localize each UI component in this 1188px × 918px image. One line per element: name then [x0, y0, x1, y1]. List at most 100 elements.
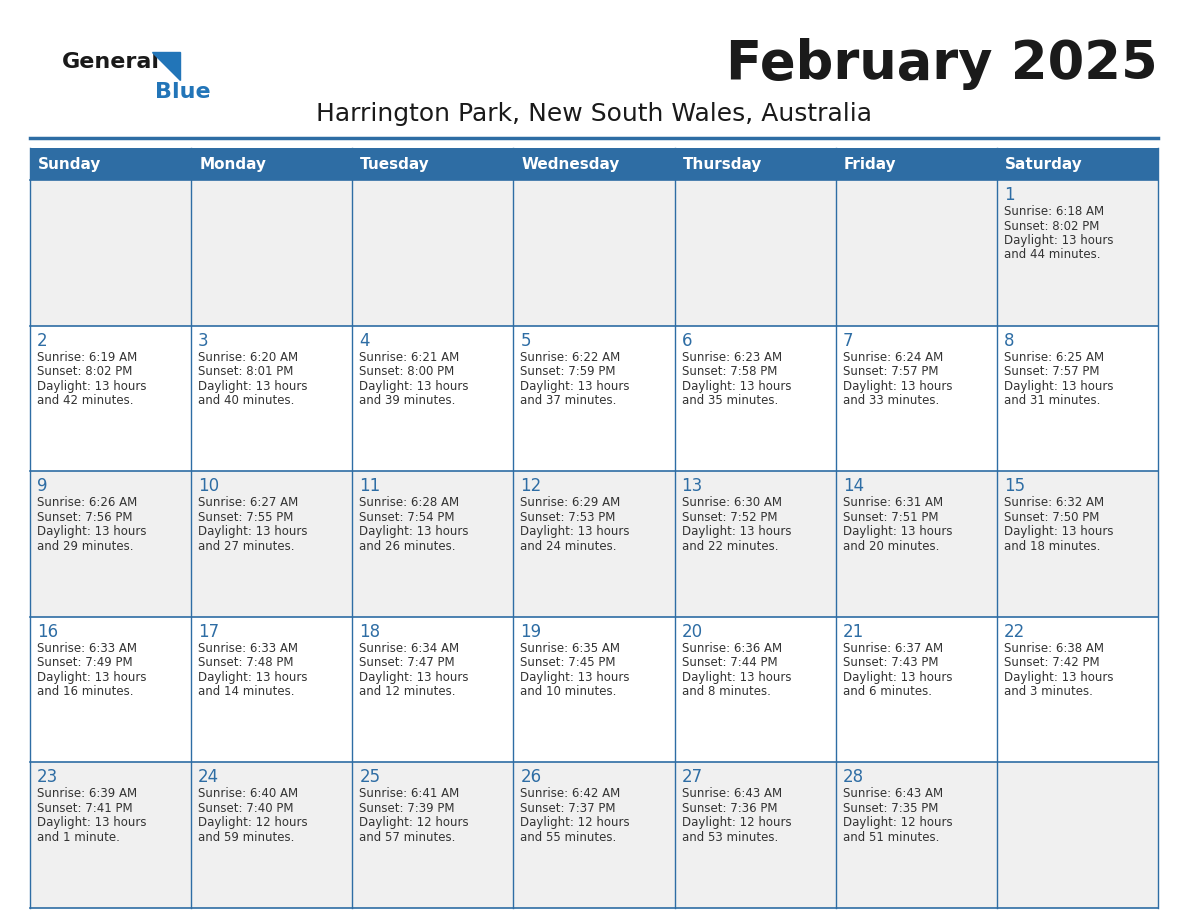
Text: Sunset: 7:53 PM: Sunset: 7:53 PM	[520, 510, 615, 523]
Text: Daylight: 12 hours: Daylight: 12 hours	[682, 816, 791, 829]
Text: Sunrise: 6:43 AM: Sunrise: 6:43 AM	[842, 788, 943, 800]
Text: Daylight: 12 hours: Daylight: 12 hours	[198, 816, 308, 829]
Text: Sunset: 7:47 PM: Sunset: 7:47 PM	[359, 656, 455, 669]
Bar	[30, 180, 1158, 326]
Text: Sunrise: 6:33 AM: Sunrise: 6:33 AM	[37, 642, 137, 655]
Text: Sunrise: 6:35 AM: Sunrise: 6:35 AM	[520, 642, 620, 655]
Text: Sunrise: 6:27 AM: Sunrise: 6:27 AM	[198, 497, 298, 509]
Bar	[30, 617, 1158, 763]
Text: Daylight: 12 hours: Daylight: 12 hours	[520, 816, 630, 829]
Text: Sunset: 7:44 PM: Sunset: 7:44 PM	[682, 656, 777, 669]
Text: Sunset: 7:37 PM: Sunset: 7:37 PM	[520, 802, 615, 815]
Text: 9: 9	[37, 477, 48, 495]
Text: Daylight: 13 hours: Daylight: 13 hours	[682, 525, 791, 538]
Text: Sunrise: 6:34 AM: Sunrise: 6:34 AM	[359, 642, 460, 655]
Bar	[30, 471, 1158, 617]
Text: Sunset: 7:57 PM: Sunset: 7:57 PM	[1004, 365, 1099, 378]
Text: and 57 minutes.: and 57 minutes.	[359, 831, 456, 844]
Text: Sunrise: 6:30 AM: Sunrise: 6:30 AM	[682, 497, 782, 509]
Text: 25: 25	[359, 768, 380, 787]
Text: Sunset: 8:01 PM: Sunset: 8:01 PM	[198, 365, 293, 378]
Text: Sunday: Sunday	[38, 156, 101, 172]
Text: Blue: Blue	[154, 82, 210, 102]
Text: Sunset: 8:02 PM: Sunset: 8:02 PM	[37, 365, 132, 378]
Text: Sunset: 7:45 PM: Sunset: 7:45 PM	[520, 656, 615, 669]
Text: Sunrise: 6:22 AM: Sunrise: 6:22 AM	[520, 351, 620, 364]
Text: Daylight: 13 hours: Daylight: 13 hours	[842, 525, 953, 538]
Text: and 6 minutes.: and 6 minutes.	[842, 686, 931, 699]
Text: Sunset: 7:49 PM: Sunset: 7:49 PM	[37, 656, 133, 669]
Text: Daylight: 13 hours: Daylight: 13 hours	[842, 380, 953, 393]
Text: 1: 1	[1004, 186, 1015, 204]
Text: Sunset: 7:56 PM: Sunset: 7:56 PM	[37, 510, 133, 523]
Text: Sunrise: 6:32 AM: Sunrise: 6:32 AM	[1004, 497, 1104, 509]
Text: Sunrise: 6:37 AM: Sunrise: 6:37 AM	[842, 642, 943, 655]
Text: Sunrise: 6:20 AM: Sunrise: 6:20 AM	[198, 351, 298, 364]
Text: and 14 minutes.: and 14 minutes.	[198, 686, 295, 699]
Text: Sunrise: 6:31 AM: Sunrise: 6:31 AM	[842, 497, 943, 509]
Text: Sunset: 7:35 PM: Sunset: 7:35 PM	[842, 802, 939, 815]
Text: Daylight: 13 hours: Daylight: 13 hours	[520, 671, 630, 684]
Text: Sunset: 7:57 PM: Sunset: 7:57 PM	[842, 365, 939, 378]
Text: 26: 26	[520, 768, 542, 787]
Text: Sunset: 7:58 PM: Sunset: 7:58 PM	[682, 365, 777, 378]
Text: 16: 16	[37, 622, 58, 641]
Text: 10: 10	[198, 477, 220, 495]
Text: and 53 minutes.: and 53 minutes.	[682, 831, 778, 844]
Text: and 16 minutes.: and 16 minutes.	[37, 686, 133, 699]
Text: and 12 minutes.: and 12 minutes.	[359, 686, 456, 699]
Text: Daylight: 12 hours: Daylight: 12 hours	[359, 816, 469, 829]
Text: Sunrise: 6:28 AM: Sunrise: 6:28 AM	[359, 497, 460, 509]
Text: Daylight: 13 hours: Daylight: 13 hours	[359, 525, 469, 538]
Text: Sunrise: 6:19 AM: Sunrise: 6:19 AM	[37, 351, 138, 364]
Text: Sunset: 8:00 PM: Sunset: 8:00 PM	[359, 365, 455, 378]
Text: Sunrise: 6:42 AM: Sunrise: 6:42 AM	[520, 788, 620, 800]
Text: and 1 minute.: and 1 minute.	[37, 831, 120, 844]
Text: Sunset: 7:42 PM: Sunset: 7:42 PM	[1004, 656, 1099, 669]
Text: and 29 minutes.: and 29 minutes.	[37, 540, 133, 553]
Text: Sunrise: 6:41 AM: Sunrise: 6:41 AM	[359, 788, 460, 800]
Text: and 33 minutes.: and 33 minutes.	[842, 394, 939, 407]
Text: Sunrise: 6:40 AM: Sunrise: 6:40 AM	[198, 788, 298, 800]
Text: 5: 5	[520, 331, 531, 350]
Text: Daylight: 13 hours: Daylight: 13 hours	[1004, 671, 1113, 684]
Text: Sunrise: 6:43 AM: Sunrise: 6:43 AM	[682, 788, 782, 800]
Text: Sunrise: 6:21 AM: Sunrise: 6:21 AM	[359, 351, 460, 364]
Text: Sunset: 7:52 PM: Sunset: 7:52 PM	[682, 510, 777, 523]
Text: and 42 minutes.: and 42 minutes.	[37, 394, 133, 407]
Text: Sunset: 7:40 PM: Sunset: 7:40 PM	[198, 802, 293, 815]
Text: and 37 minutes.: and 37 minutes.	[520, 394, 617, 407]
Text: 14: 14	[842, 477, 864, 495]
Text: Sunset: 7:41 PM: Sunset: 7:41 PM	[37, 802, 133, 815]
Text: and 59 minutes.: and 59 minutes.	[198, 831, 295, 844]
Text: Daylight: 13 hours: Daylight: 13 hours	[359, 671, 469, 684]
Text: and 24 minutes.: and 24 minutes.	[520, 540, 617, 553]
Text: 22: 22	[1004, 622, 1025, 641]
Text: and 35 minutes.: and 35 minutes.	[682, 394, 778, 407]
Text: Sunset: 7:55 PM: Sunset: 7:55 PM	[198, 510, 293, 523]
Text: Sunrise: 6:39 AM: Sunrise: 6:39 AM	[37, 788, 137, 800]
Text: Sunset: 7:50 PM: Sunset: 7:50 PM	[1004, 510, 1099, 523]
Text: and 51 minutes.: and 51 minutes.	[842, 831, 939, 844]
Text: 8: 8	[1004, 331, 1015, 350]
Text: Daylight: 13 hours: Daylight: 13 hours	[198, 671, 308, 684]
Text: Harrington Park, New South Wales, Australia: Harrington Park, New South Wales, Austra…	[316, 102, 872, 126]
Text: Sunset: 7:48 PM: Sunset: 7:48 PM	[198, 656, 293, 669]
Text: Sunset: 7:54 PM: Sunset: 7:54 PM	[359, 510, 455, 523]
Text: 27: 27	[682, 768, 702, 787]
Bar	[30, 326, 1158, 471]
Text: Daylight: 13 hours: Daylight: 13 hours	[198, 380, 308, 393]
Text: Sunrise: 6:33 AM: Sunrise: 6:33 AM	[198, 642, 298, 655]
Text: Thursday: Thursday	[683, 156, 762, 172]
Text: Tuesday: Tuesday	[360, 156, 430, 172]
Text: Sunset: 7:36 PM: Sunset: 7:36 PM	[682, 802, 777, 815]
Text: Monday: Monday	[200, 156, 266, 172]
Text: Saturday: Saturday	[1005, 156, 1082, 172]
Text: Sunset: 7:43 PM: Sunset: 7:43 PM	[842, 656, 939, 669]
Text: Sunset: 7:59 PM: Sunset: 7:59 PM	[520, 365, 615, 378]
Text: Daylight: 12 hours: Daylight: 12 hours	[842, 816, 953, 829]
Text: Wednesday: Wednesday	[522, 156, 620, 172]
Text: and 27 minutes.: and 27 minutes.	[198, 540, 295, 553]
Bar	[30, 763, 1158, 908]
Text: 20: 20	[682, 622, 702, 641]
